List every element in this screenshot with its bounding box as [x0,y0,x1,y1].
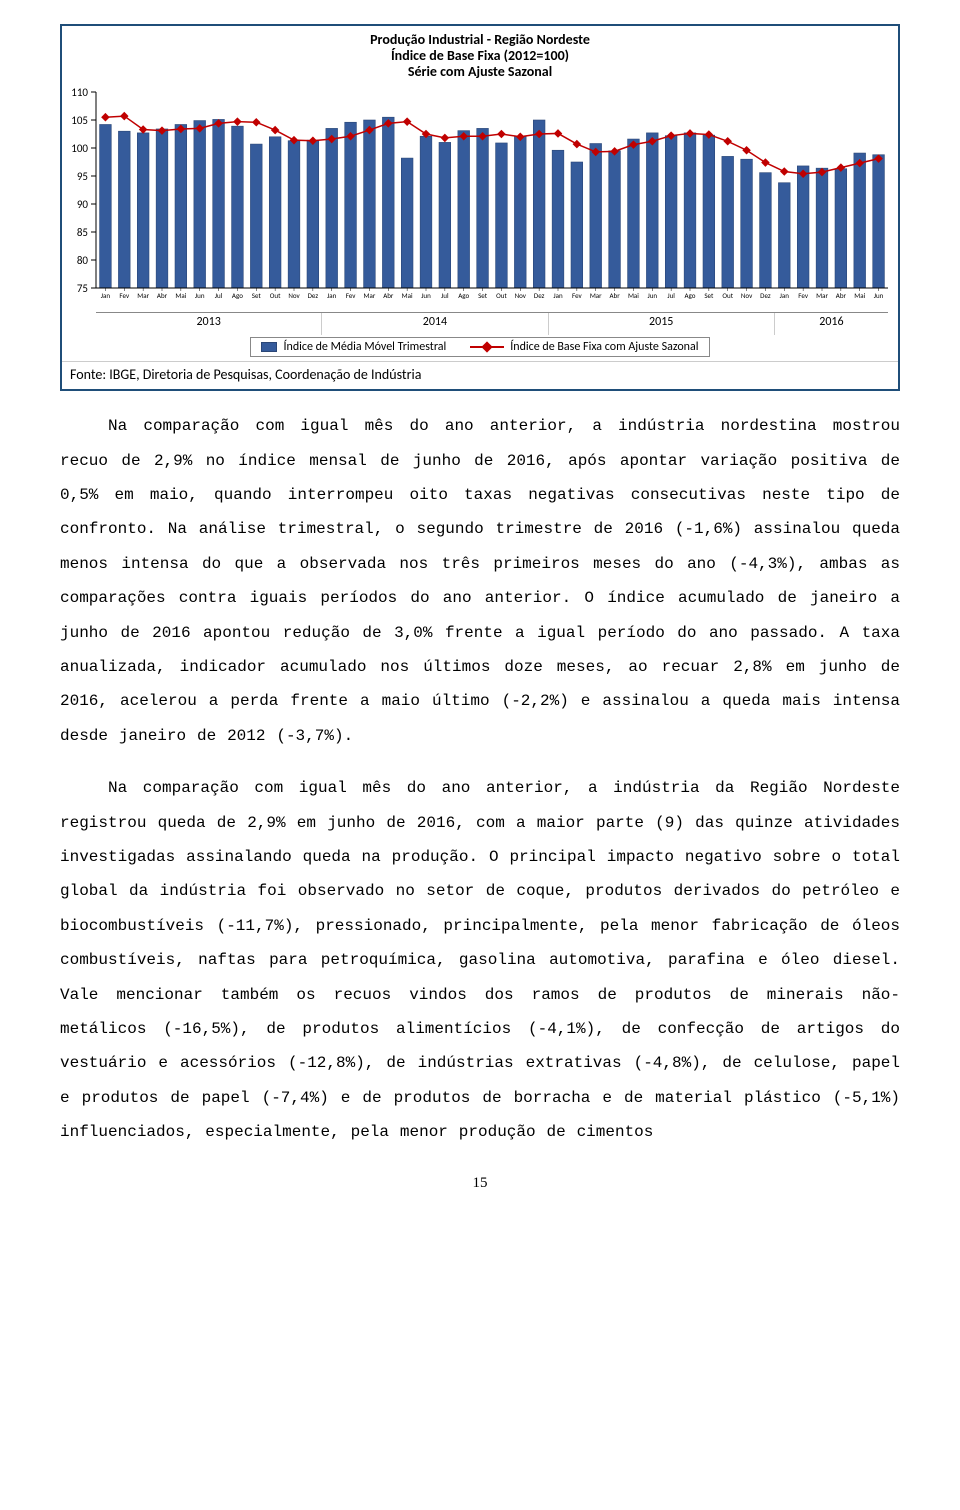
svg-text:Mai: Mai [628,291,639,300]
svg-text:95: 95 [77,170,88,183]
svg-text:Abr: Abr [609,291,620,300]
legend-line-label: Índice de Base Fixa com Ajuste Sazonal [510,340,698,354]
svg-text:85: 85 [77,226,88,239]
svg-text:Set: Set [704,291,714,300]
svg-text:Fev: Fev [572,291,583,300]
svg-text:Nov: Nov [515,291,527,300]
svg-text:Out: Out [722,291,733,300]
legend-item-bar: Índice de Média Móvel Trimestral [261,340,446,354]
svg-text:100: 100 [71,142,88,155]
svg-text:Jun: Jun [421,291,431,300]
svg-text:Mai: Mai [854,291,865,300]
svg-text:Fev: Fev [798,291,809,300]
svg-text:Jun: Jun [874,291,884,300]
svg-text:Ago: Ago [232,291,243,300]
paragraph-1: Na comparação com igual mês do ano anter… [60,409,900,753]
svg-text:105: 105 [71,114,88,127]
svg-text:Dez: Dez [308,291,319,300]
svg-text:Mar: Mar [137,291,149,300]
chart-year-label: 2016 [775,313,888,335]
chart-title-line1: Produção Industrial - Região Nordeste [62,32,898,48]
svg-text:Mai: Mai [175,291,186,300]
svg-text:Jan: Jan [780,291,790,300]
svg-text:Mar: Mar [590,291,602,300]
svg-text:Jun: Jun [195,291,205,300]
svg-text:Jul: Jul [215,291,223,300]
svg-text:Jun: Jun [647,291,657,300]
chart-year-label: 2014 [322,313,548,335]
svg-text:Ago: Ago [458,291,469,300]
svg-text:90: 90 [77,198,89,211]
chart-title-line3: Série com Ajuste Sazonal [62,64,898,80]
svg-text:Mar: Mar [364,291,376,300]
svg-text:Ago: Ago [685,291,696,300]
svg-text:Dez: Dez [760,291,771,300]
svg-text:110: 110 [71,86,88,99]
svg-text:75: 75 [77,282,88,295]
svg-text:Dez: Dez [534,291,545,300]
svg-text:Jan: Jan [553,291,563,300]
chart-legend: Índice de Média Móvel Trimestral Índice … [250,337,709,357]
svg-text:Jan: Jan [327,291,337,300]
page-number: 15 [60,1175,900,1192]
legend-bar-label: Índice de Média Móvel Trimestral [283,340,446,354]
svg-text:Jul: Jul [441,291,449,300]
svg-text:Jul: Jul [667,291,675,300]
chart-year-label: 2015 [549,313,775,335]
svg-text:Abr: Abr [836,291,847,300]
legend-item-line: Índice de Base Fixa com Ajuste Sazonal [470,340,698,354]
chart-svg: 75 80 85 90 95 100 105 110 Jan Fev Mar Abr Mai Jun Jul… [62,82,898,312]
chart-year-row: 2013201420152016 [96,312,888,335]
chart-container: Produção Industrial - Região Nordeste Ín… [60,24,900,391]
svg-text:Mar: Mar [816,291,828,300]
chart-plot-area: 75 80 85 90 95 100 105 110 Jan Fev Mar Abr Mai Jun Jul… [62,82,898,312]
svg-text:Nov: Nov [741,291,753,300]
svg-text:Abr: Abr [157,291,168,300]
legend-swatch-line [470,342,504,352]
svg-text:Set: Set [478,291,488,300]
chart-title: Produção Industrial - Região Nordeste Ín… [62,32,898,80]
body-text: Na comparação com igual mês do ano anter… [60,409,900,1149]
svg-text:Out: Out [270,291,281,300]
svg-text:Out: Out [496,291,507,300]
svg-text:Fev: Fev [119,291,130,300]
svg-text:Jan: Jan [101,291,111,300]
chart-source: Fonte: IBGE, Diretoria de Pesquisas, Coo… [62,361,898,389]
svg-text:Mai: Mai [402,291,413,300]
legend-swatch-bar [261,342,277,352]
svg-text:Abr: Abr [383,291,394,300]
paragraph-2: Na comparação com igual mês do ano anter… [60,771,900,1149]
svg-text:Set: Set [252,291,262,300]
svg-text:Nov: Nov [288,291,300,300]
chart-title-line2: Índice de Base Fixa (2012=100) [62,48,898,64]
svg-text:80: 80 [77,254,89,267]
chart-year-label: 2013 [96,313,322,335]
svg-text:Fev: Fev [346,291,357,300]
